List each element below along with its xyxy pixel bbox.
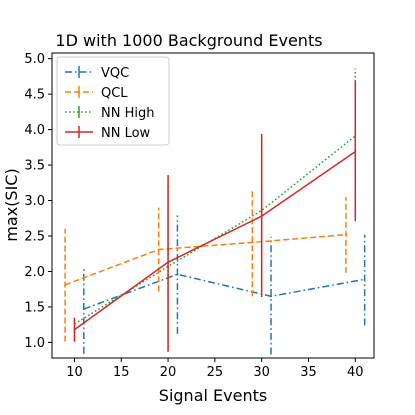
series-vqc — [82, 215, 366, 355]
y-tick-label: 4.0 — [24, 123, 45, 138]
data-point — [270, 295, 272, 298]
y-axis-label: max(SIC) — [2, 168, 21, 241]
legend-label: NN High — [101, 106, 154, 121]
x-tick-label: 30 — [253, 365, 270, 380]
y-axis: 1.0 1.5 2.0 2.5 3.0 3.5 4.0 4.5 5.0 — [24, 52, 52, 351]
data-point — [260, 215, 263, 218]
data-point — [64, 284, 67, 286]
legend-items: VQC QCL NN High NN Low — [65, 66, 154, 141]
series-qcl — [64, 191, 347, 342]
y-tick-label: 4.5 — [24, 88, 45, 103]
x-tick-label: 25 — [207, 365, 224, 380]
series-line — [64, 233, 346, 286]
x-tick-label: 15 — [113, 365, 130, 380]
series-line — [74, 150, 356, 331]
y-tick-label: 2.5 — [24, 230, 45, 245]
series-line — [83, 273, 365, 310]
series-layer — [64, 68, 366, 355]
x-tick-label: 10 — [66, 365, 83, 380]
x-axis: 10 15 20 25 30 35 40 — [66, 358, 364, 380]
y-tick-label: 5.0 — [24, 52, 45, 67]
data-point — [73, 328, 76, 331]
data-point — [363, 278, 366, 281]
data-point — [157, 248, 160, 251]
y-tick-label: 2.0 — [24, 265, 45, 280]
y-tick-label: 1.5 — [24, 300, 45, 315]
y-tick-label: 3.5 — [24, 159, 45, 174]
series-line — [74, 135, 356, 325]
x-tick-label: 35 — [300, 365, 317, 380]
legend-box — [56, 56, 170, 146]
legend-label: NN Low — [101, 126, 151, 141]
data-point — [82, 308, 85, 310]
data-point — [251, 241, 254, 244]
series-nn-low — [73, 81, 357, 352]
x-tick-label: 40 — [347, 365, 364, 380]
x-tick-label: 20 — [160, 365, 177, 380]
data-point — [345, 233, 347, 236]
data-point — [167, 261, 169, 264]
legend: VQC QCL NN High NN Low — [56, 56, 170, 146]
chart-title: 1D with 1000 Background Events — [55, 31, 322, 50]
plot-frame — [51, 52, 375, 359]
y-tick-label: 1.0 — [24, 336, 45, 351]
legend-label: VQC — [101, 66, 129, 81]
data-point — [176, 273, 179, 276]
x-axis-label: Signal Events — [159, 386, 267, 405]
data-point — [354, 150, 357, 153]
plot-area: 10 15 20 25 30 35 40 1.0 1.5 2.0 2.5 3.0 3.5 4.0 4.5 5… — [24, 52, 375, 380]
legend-label: QCL — [101, 86, 128, 101]
y-tick-label: 3.0 — [24, 194, 45, 209]
